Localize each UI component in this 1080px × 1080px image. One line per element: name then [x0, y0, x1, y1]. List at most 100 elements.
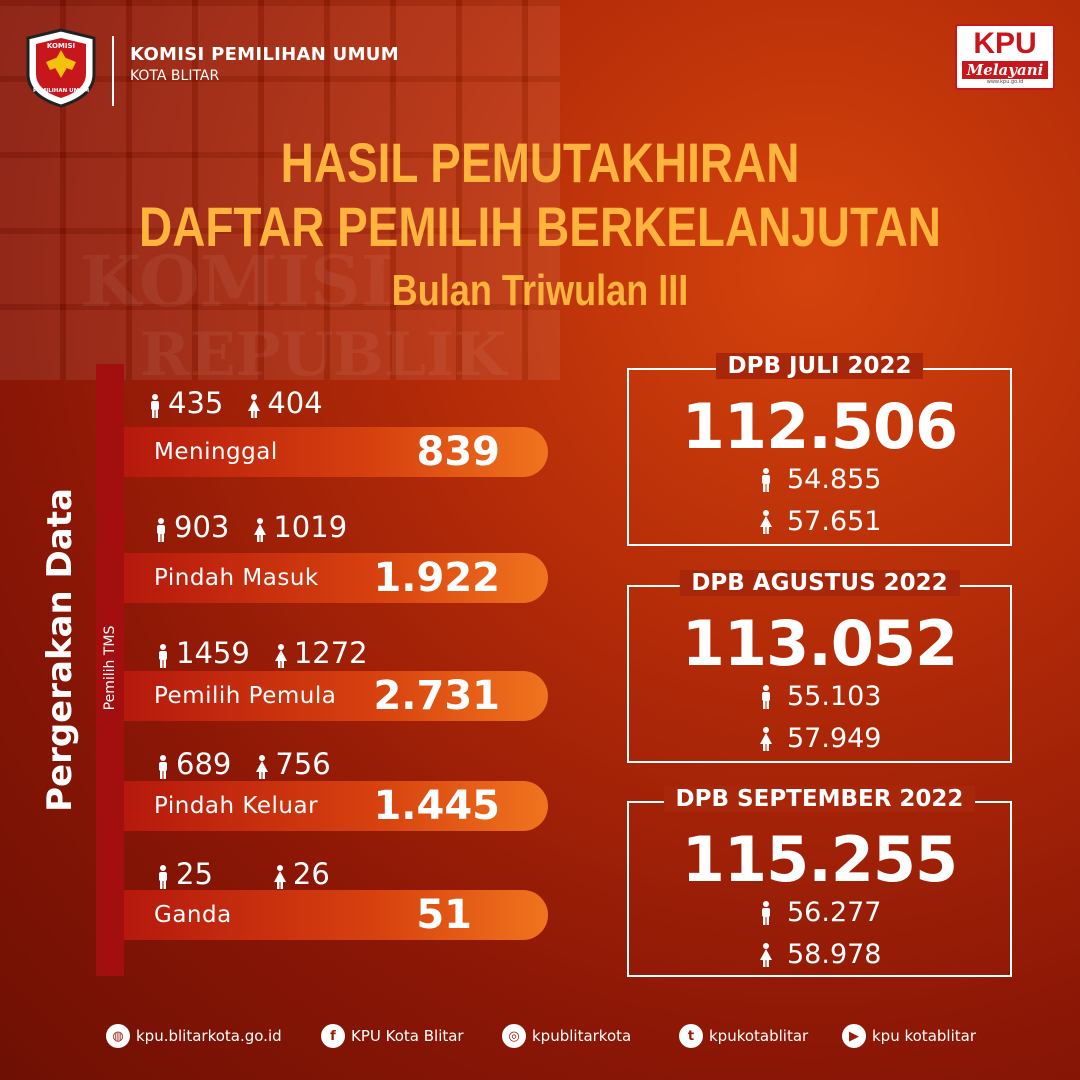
female-count: 26: [292, 857, 330, 891]
female-count: 1019: [273, 510, 348, 544]
background-ghost-text: KOMISI: [80, 240, 394, 323]
dpb-total: 115.255: [681, 823, 958, 896]
pill-total: 51: [416, 892, 472, 938]
kpu-melayani-badge: KPU Melayani www.kpu.go.id: [955, 24, 1055, 90]
female-icon: [255, 752, 269, 779]
gender-counts: 689 756: [156, 747, 355, 781]
male-icon: [759, 900, 773, 925]
female-icon: [759, 942, 773, 967]
twitter-link[interactable]: t kpukotablitar: [679, 1024, 808, 1048]
globe-icon: ◍: [106, 1024, 130, 1048]
pergerakan-data-label: Pergerakan Data: [40, 488, 80, 812]
male-icon: [156, 752, 170, 779]
data-pill-pemilih-pemula: Pemilih Pemula 2.731: [124, 671, 548, 721]
background-ghost-text: REPUBLIK: [140, 320, 507, 390]
male-count: 1459: [176, 636, 250, 670]
instagram-link[interactable]: ◎ kpublitarkota: [502, 1024, 631, 1048]
website-text: kpu.blitarkota.go.id: [136, 1027, 282, 1045]
badge-melayani-text: Melayani: [961, 61, 1049, 79]
title-line-1: HASIL PEMUTAKHIRAN: [280, 131, 800, 194]
kpu-logo: KOMISI PEMILIHAN UMUM: [24, 28, 98, 108]
dpb-male-count: 54.855: [787, 464, 882, 495]
male-count: 435: [168, 386, 224, 420]
logo-text-top: KOMISI: [47, 42, 75, 50]
data-pill-pindah-masuk: Pindah Masuk 1.922: [124, 553, 548, 603]
instagram-icon: ◎: [502, 1024, 526, 1048]
male-icon: [156, 641, 170, 668]
dpb-box-juli: DPB JULI 2022 112.506 54.855 57.651: [627, 353, 1012, 546]
dpb-male-row: 54.855: [759, 464, 881, 495]
male-icon: [759, 467, 773, 492]
org-city: KOTA BLITAR: [130, 68, 220, 84]
data-pill-ganda: Ganda 51: [124, 890, 548, 940]
dpb-female-count: 58.978: [787, 939, 882, 970]
pill-total: 839: [416, 429, 501, 475]
dpb-female-count: 57.949: [787, 723, 882, 754]
gender-counts: 903 1019: [154, 510, 371, 544]
dpb-male-count: 56.277: [787, 897, 882, 928]
female-count: 756: [275, 747, 331, 781]
dpb-female-row: 58.978: [759, 939, 881, 970]
dpb-box-title: DPB AGUSTUS 2022: [679, 570, 960, 596]
facebook-text: KPU Kota Blitar: [351, 1027, 464, 1045]
dpb-box-title: DPB SEPTEMBER 2022: [663, 786, 976, 812]
female-count: 1272: [293, 636, 368, 670]
dpb-male-row: 55.103: [759, 681, 881, 712]
dpb-total: 112.506: [681, 390, 958, 463]
pill-total: 2.731: [373, 673, 500, 719]
male-icon: [156, 862, 170, 889]
header-divider: [112, 36, 114, 106]
female-icon: [759, 509, 773, 534]
female-icon: [273, 862, 287, 889]
website-link[interactable]: ◍ kpu.blitarkota.go.id: [106, 1024, 282, 1048]
dpb-female-count: 57.651: [787, 506, 882, 537]
male-icon: [154, 515, 168, 542]
female-icon: [247, 391, 261, 418]
dpb-box-title: DPB JULI 2022: [715, 353, 924, 379]
social-footer: ◍ kpu.blitarkota.go.id f KPU Kota Blitar…: [0, 1024, 1080, 1050]
dpb-male-count: 55.103: [787, 681, 882, 712]
gender-counts: 435 404: [148, 386, 347, 420]
vertical-red-bar: [96, 364, 124, 976]
male-count: 25: [176, 857, 213, 891]
pemilih-tms-label: Pemilih TMS: [102, 625, 118, 711]
twitter-icon: t: [679, 1024, 703, 1048]
dpb-male-row: 56.277: [759, 897, 881, 928]
badge-kpu-text: KPU: [973, 27, 1037, 60]
female-icon: [759, 726, 773, 751]
pill-label: Meninggal: [154, 439, 278, 465]
pill-label: Pindah Masuk: [154, 565, 319, 591]
instagram-text: kpublitarkota: [532, 1027, 632, 1045]
facebook-icon: f: [321, 1024, 345, 1048]
dpb-box-september: DPB SEPTEMBER 2022 115.255 56.277 58.978: [627, 786, 1012, 977]
gender-counts: 1459 1272: [156, 636, 392, 670]
twitter-text: kpukotablitar: [709, 1027, 809, 1045]
pill-label: Ganda: [154, 902, 232, 928]
youtube-icon: ▶: [842, 1024, 866, 1048]
youtube-link[interactable]: ▶ kpu kotablitar: [842, 1024, 976, 1048]
dpb-female-row: 57.949: [759, 723, 881, 754]
pill-label: Pindah Keluar: [154, 793, 319, 819]
male-icon: [759, 684, 773, 709]
youtube-text: kpu kotablitar: [872, 1027, 976, 1045]
male-count: 903: [174, 510, 230, 544]
pill-total: 1.922: [373, 555, 500, 601]
dpb-box-agustus: DPB AGUSTUS 2022 113.052 55.103 57.949: [627, 570, 1012, 763]
data-pill-meninggal: Meninggal 839: [124, 427, 548, 477]
gender-counts: 25 26: [156, 857, 354, 891]
female-icon: [274, 641, 288, 668]
title-line-3: Bulan Triwulan III: [391, 266, 689, 315]
data-pill-pindah-keluar: Pindah Keluar 1.445: [124, 781, 548, 831]
badge-url-text: www.kpu.go.id: [986, 79, 1024, 85]
dpb-female-row: 57.651: [759, 506, 881, 537]
facebook-link[interactable]: f KPU Kota Blitar: [321, 1024, 464, 1048]
pill-total: 1.445: [373, 783, 500, 829]
pill-label: Pemilih Pemula: [154, 683, 337, 709]
male-count: 689: [176, 747, 232, 781]
logo-text-bottom: PEMILIHAN UMUM: [33, 88, 89, 94]
female-count: 404: [267, 386, 323, 420]
female-icon: [253, 515, 267, 542]
male-icon: [148, 391, 162, 418]
dpb-total: 113.052: [681, 607, 958, 680]
title-line-2: DAFTAR PEMILIH BERKELANJUTAN: [139, 195, 941, 258]
